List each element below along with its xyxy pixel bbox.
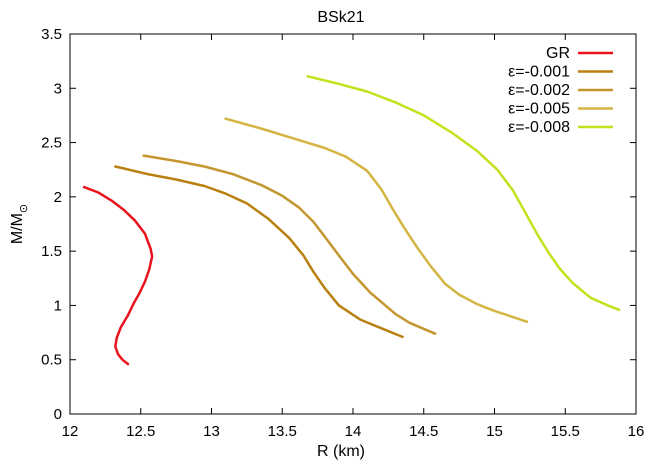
y-tick-label: 3.5 [41,26,62,43]
x-tick-label: 12 [62,423,79,440]
legend-label-0: GR [546,45,570,62]
legend-label-3: ε=-0.005 [508,101,570,118]
y-tick-label: 3 [54,80,62,97]
x-tick-label: 14 [345,423,362,440]
x-axis-title: R (km) [317,443,365,460]
y-axis-title: M/M⊙ [9,204,30,244]
series-line-3 [224,117,529,323]
series-line-1 [114,165,404,339]
x-tick-label: 12.5 [126,423,155,440]
series-lines [82,75,621,366]
legend-label-1: ε=-0.001 [508,64,570,81]
x-tick-label: 15.5 [551,423,580,440]
y-tick-label: 1 [54,297,62,314]
chart-title: BSk21 [317,9,364,26]
y-tick-label: 2.5 [41,135,62,152]
legend-label-4: ε=-0.008 [508,119,570,136]
y-axis-title-subscript: ⊙ [18,204,30,213]
series-line-2 [142,154,437,335]
x-tick-label: 15 [486,423,503,440]
x-tick-label: 13 [203,423,220,440]
y-tick-label: 0 [54,406,62,423]
y-tick-label: 1.5 [41,243,62,260]
y-axis-title-main: M/M [9,213,26,244]
series-line-4 [306,75,621,312]
axis-ticks: 12 12.5 13 13.5 14 14.5 15 15.5 16 0 0.5 1 1.5 2 2.5 3 3… [41,26,644,440]
y-tick-label: 0.5 [41,352,62,369]
series-line-0 [82,185,154,366]
x-tick-label: 16 [628,423,645,440]
legend-label-2: ε=-0.002 [508,82,570,99]
x-tick-label: 14.5 [409,423,438,440]
x-tick-label: 13.5 [268,423,297,440]
y-tick-label: 2 [54,189,62,206]
